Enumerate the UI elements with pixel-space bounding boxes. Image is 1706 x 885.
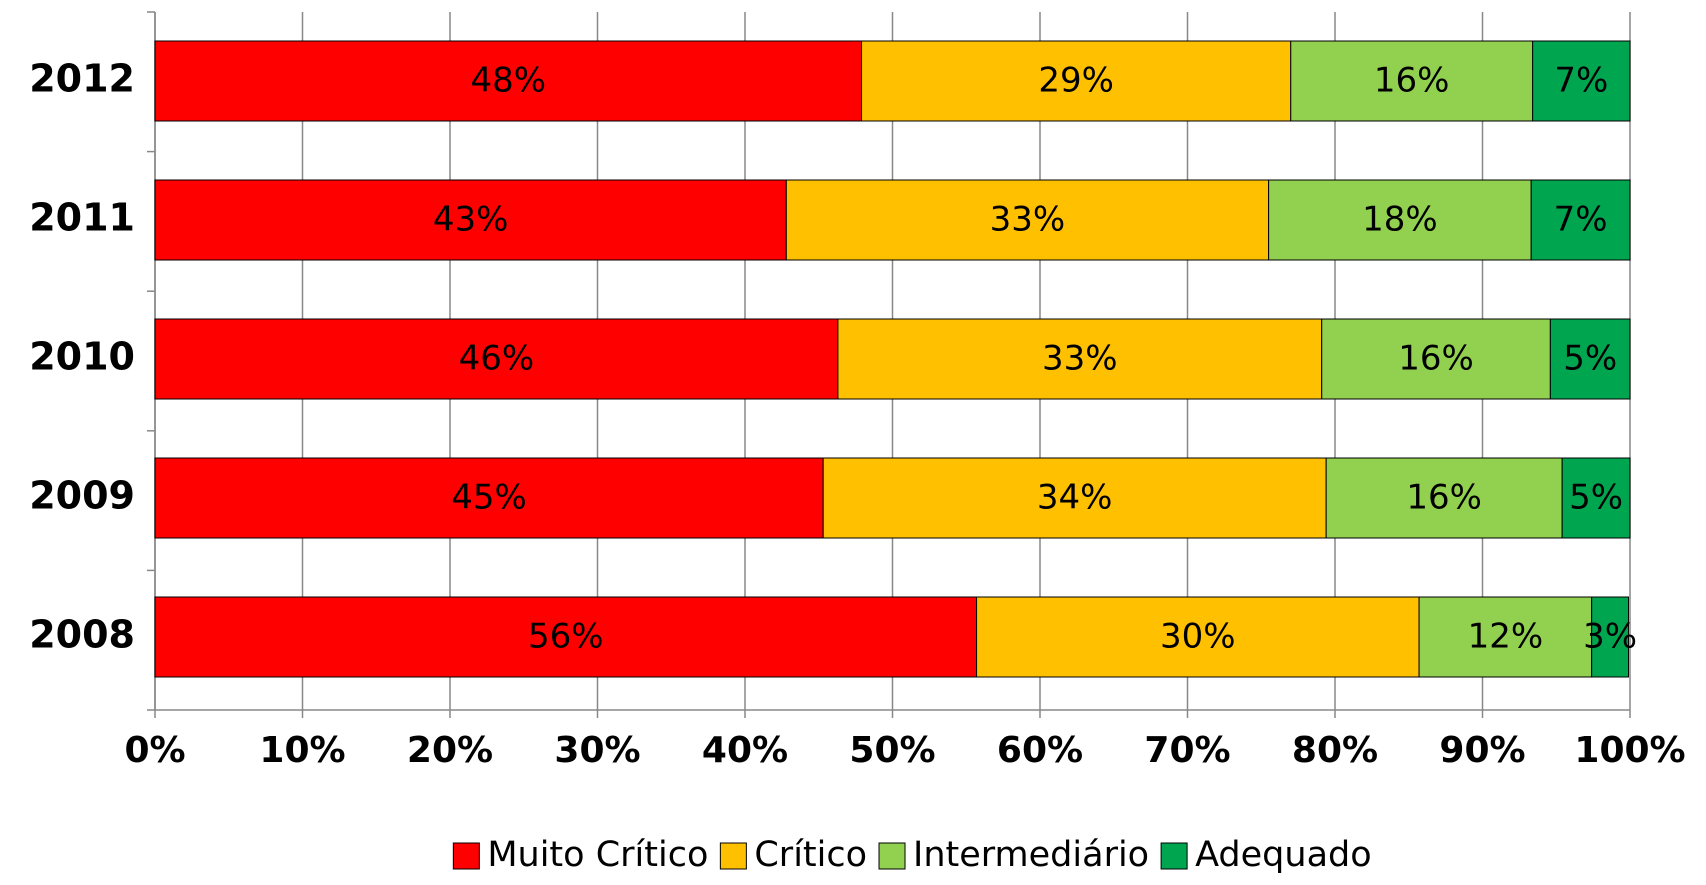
bar-segment <box>785 179 1270 261</box>
bar-segment <box>976 596 1420 678</box>
legend-label: Intermediário <box>913 835 1149 875</box>
value-label: 7% <box>1554 61 1608 101</box>
value-label: 34% <box>1037 478 1113 518</box>
value-label: 16% <box>1398 339 1474 379</box>
x-tick-label: 70% <box>1144 730 1230 771</box>
value-label: 43% <box>433 200 509 240</box>
value-label: 5% <box>1563 339 1617 379</box>
value-label: 16% <box>1374 61 1450 101</box>
x-tick-label: 30% <box>554 730 640 771</box>
bar-segment <box>1290 40 1534 122</box>
bar-segment <box>154 179 787 261</box>
value-label: 12% <box>1468 617 1544 657</box>
bar-segment <box>1561 457 1631 539</box>
value-label: 7% <box>1554 200 1608 240</box>
bar-segment <box>154 457 824 539</box>
value-label: 29% <box>1038 61 1114 101</box>
y-tick-label: 2011 <box>29 196 135 240</box>
legend-label: Muito Crítico <box>487 835 708 875</box>
bar-segment <box>822 457 1327 539</box>
y-tick-label: 2012 <box>29 57 135 101</box>
value-label: 5% <box>1569 478 1623 518</box>
legend-swatch <box>1160 842 1188 870</box>
legend-swatch <box>878 842 906 870</box>
x-tick-label: 40% <box>702 730 788 771</box>
value-label: 33% <box>990 200 1066 240</box>
x-tick-label: 100% <box>1574 730 1685 771</box>
x-tick-label: 20% <box>407 730 493 771</box>
bar-segment <box>1325 457 1563 539</box>
bar-segment <box>1418 596 1593 678</box>
bar-segment <box>837 318 1323 400</box>
legend-label: Crítico <box>754 835 867 875</box>
bar-segment <box>154 596 978 678</box>
value-label: 33% <box>1042 339 1118 379</box>
value-label: 56% <box>528 617 604 657</box>
value-label: 18% <box>1362 200 1438 240</box>
x-tick-label: 80% <box>1292 730 1378 771</box>
bar-segment <box>1532 40 1631 122</box>
bar-segment <box>1530 179 1631 261</box>
legend-swatch <box>452 842 480 870</box>
y-tick-label: 2009 <box>29 474 135 518</box>
x-tick-label: 90% <box>1439 730 1525 771</box>
bar-segment <box>1591 596 1630 678</box>
value-label: 48% <box>470 61 546 101</box>
x-tick-label: 60% <box>997 730 1083 771</box>
y-tick-label: 2010 <box>29 335 135 379</box>
bar-segment <box>1549 318 1631 400</box>
value-label: 30% <box>1160 617 1236 657</box>
bar-segment <box>154 40 863 122</box>
x-tick-label: 0% <box>124 730 185 771</box>
legend-label: Adequado <box>1195 835 1372 875</box>
legend-swatch <box>719 842 747 870</box>
value-label: 16% <box>1406 478 1482 518</box>
value-label: 3% <box>1583 617 1637 657</box>
bar-segment <box>1268 179 1532 261</box>
value-label: 45% <box>451 478 527 518</box>
x-tick-label: 10% <box>259 730 345 771</box>
x-tick-label: 50% <box>849 730 935 771</box>
value-label: 46% <box>459 339 535 379</box>
y-tick-label: 2008 <box>29 613 135 657</box>
